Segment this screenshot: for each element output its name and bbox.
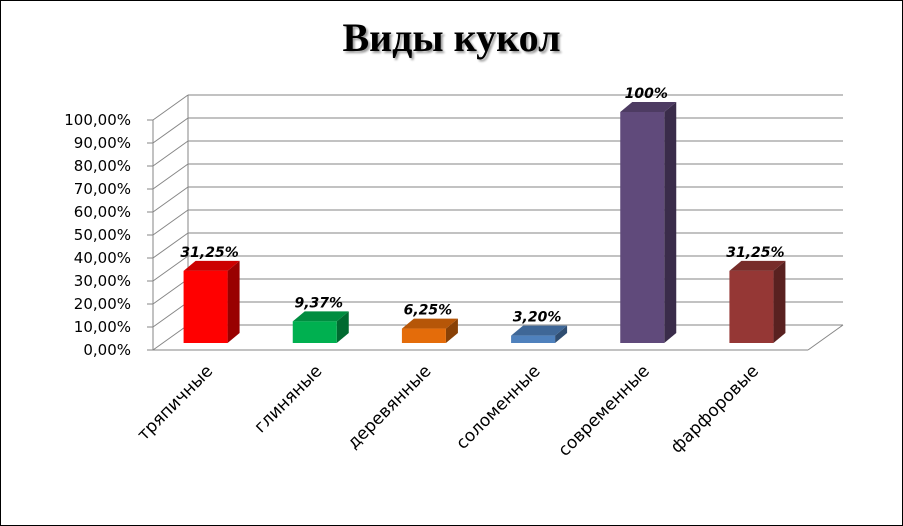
bar-top — [292, 311, 349, 322]
y-tick-label: 100,00% — [64, 111, 131, 129]
x-tick-label: деревянные — [344, 361, 436, 453]
y-tick-label: 10,00% — [74, 318, 131, 336]
bar-side — [227, 260, 240, 343]
x-tick-label: тряпичные — [134, 361, 218, 445]
bar-side — [336, 311, 349, 343]
bar — [401, 328, 446, 343]
side-gridline — [152, 186, 189, 213]
bar-side — [445, 318, 458, 343]
side-gridline — [152, 232, 189, 259]
data-label: 31,25% — [726, 245, 784, 261]
y-tick-label: 70,00% — [74, 180, 131, 198]
x-tick-label: глиняные — [250, 361, 326, 437]
bar-top — [401, 318, 458, 329]
side-gridline — [152, 324, 189, 351]
bar — [511, 335, 556, 343]
side-gridline — [152, 255, 189, 282]
y-tick-label: 60,00% — [74, 203, 131, 221]
floor-edge — [807, 324, 844, 351]
y-tick-label: 0,00% — [83, 341, 131, 359]
bar — [620, 112, 665, 343]
x-tick-label: соломенные — [452, 361, 544, 453]
bar-side — [555, 325, 568, 343]
bar — [292, 321, 337, 343]
y-tick-label: 20,00% — [74, 295, 131, 313]
y-tick-label: 30,00% — [74, 272, 131, 290]
data-label: 100% — [625, 86, 668, 102]
bar-top — [620, 102, 677, 112]
bar-side — [664, 102, 677, 343]
data-label: 3,20% — [513, 310, 562, 326]
x-tick-label: фарфоровые — [667, 361, 763, 457]
data-label: 31,25% — [180, 245, 238, 261]
y-tick-label: 80,00% — [74, 157, 131, 175]
y-tick-label: 40,00% — [74, 249, 131, 267]
side-gridline — [152, 117, 189, 144]
chart-title: Виды кукол — [342, 15, 561, 60]
bar-top — [183, 260, 240, 271]
bar-side — [773, 260, 786, 343]
bar — [729, 270, 774, 343]
x-tick-label: современные — [554, 361, 653, 460]
side-gridline — [152, 301, 189, 328]
side-gridline — [152, 163, 189, 190]
bar — [183, 270, 228, 343]
side-gridline — [152, 94, 189, 121]
y-tick-label: 50,00% — [74, 226, 131, 244]
side-gridline — [152, 278, 189, 305]
side-gridline — [152, 140, 189, 167]
side-gridline — [152, 209, 189, 236]
bar-top — [511, 325, 568, 336]
y-tick-label: 90,00% — [74, 134, 131, 152]
data-label: 6,25% — [404, 303, 453, 319]
data-label: 9,37% — [294, 295, 343, 311]
bar-top — [729, 260, 786, 271]
